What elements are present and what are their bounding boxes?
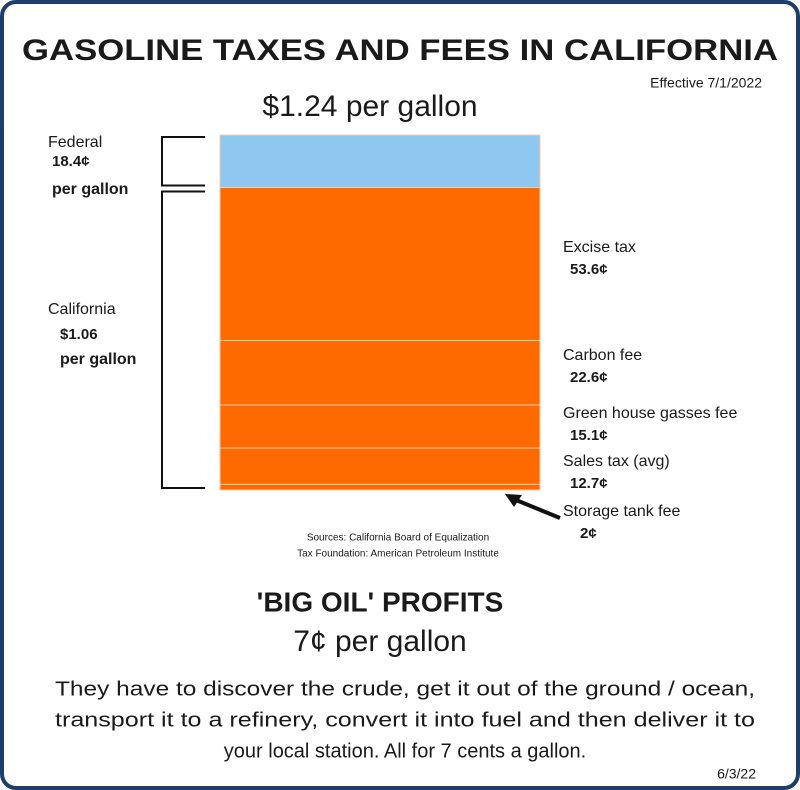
profits-title: 'BIG OIL' PROFITS <box>257 586 504 617</box>
bracket <box>161 136 205 187</box>
segment-name: Sales tax (avg) <box>563 453 670 470</box>
group-value: $1.06 <box>60 326 98 343</box>
source: Tax Foundation: American Petroleum Insti… <box>297 549 499 560</box>
bar-segment <box>219 483 541 491</box>
segment-value: 53.6¢ <box>570 261 608 278</box>
subtitle: $1.24 per gallon <box>262 90 477 123</box>
body-line: They have to discover the crude, get it … <box>55 678 755 700</box>
segment-value: 15.1¢ <box>570 427 608 444</box>
source: Sources: California Board of Equalizatio… <box>307 533 489 544</box>
date: 6/3/22 <box>717 766 756 782</box>
segment-value: 12.7¢ <box>570 475 608 492</box>
group-value: 18.4¢ <box>52 153 90 170</box>
group-name: California <box>48 301 116 318</box>
title: GASOLINE TAXES AND FEES IN CALIFORNIA <box>22 34 778 67</box>
segment-value: 22.6¢ <box>570 369 608 386</box>
bar-segment <box>219 404 541 449</box>
group-name: Federal <box>48 134 102 151</box>
body-line: transport it to a refinery, convert it i… <box>55 709 755 731</box>
body-line: your local station. All for 7 cents a ga… <box>224 740 586 762</box>
bar-segment <box>219 339 541 406</box>
bracket <box>161 190 205 489</box>
segment-name: Green house gasses fee <box>563 405 737 422</box>
effective-date: Effective 7/1/2022 <box>650 75 762 91</box>
profits-label: 7¢ per gallon <box>293 625 466 658</box>
segment-name: Storage tank fee <box>563 503 681 520</box>
arrow <box>515 498 561 520</box>
group-unit: per gallon <box>52 181 128 198</box>
bar-segment <box>219 134 541 189</box>
group-unit: per gallon <box>60 351 136 368</box>
bar-segment <box>219 187 541 341</box>
bar-segment <box>219 447 541 485</box>
segment-value: 2¢ <box>580 525 597 542</box>
segment-name: Excise tax <box>563 239 636 256</box>
arrow-head <box>505 494 522 507</box>
segment-name: Carbon fee <box>563 347 642 364</box>
